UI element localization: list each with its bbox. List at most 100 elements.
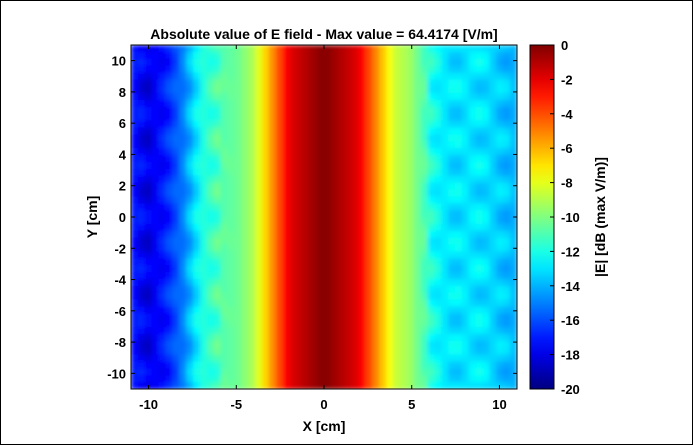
- heatmap-cell: [489, 278, 497, 287]
- heatmap-cell: [427, 347, 435, 356]
- heatmap-cell: [220, 106, 229, 115]
- heatmap-cell: [503, 237, 511, 246]
- heatmap-cell: [510, 79, 517, 87]
- heatmap-cell: [413, 278, 422, 287]
- heatmap-cell: [268, 148, 277, 156]
- heatmap-cell: [454, 113, 463, 122]
- heatmap-cell: [489, 182, 497, 191]
- heatmap-cell: [358, 244, 366, 252]
- heatmap-cell: [392, 306, 401, 314]
- heatmap-cell: [337, 106, 346, 115]
- heatmap-cell: [399, 313, 408, 321]
- heatmap-cell: [351, 100, 360, 108]
- heatmap-cell: [441, 272, 449, 280]
- heatmap-cell: [510, 333, 517, 342]
- heatmap-cell: [330, 168, 339, 177]
- heatmap-cell: [158, 237, 167, 246]
- heatmap-cell: [496, 72, 504, 80]
- heatmap-cell: [372, 313, 380, 321]
- heatmap-cell: [386, 58, 394, 67]
- heatmap-cell: [303, 237, 311, 246]
- heatmap-cell: [372, 320, 380, 328]
- heatmap-cell: [365, 203, 373, 211]
- heatmap-cell: [179, 210, 187, 218]
- heatmap-cell: [310, 148, 318, 156]
- colorbar-tick-label: -18: [561, 348, 580, 363]
- heatmap-cell: [137, 347, 146, 356]
- heatmap-cell: [434, 340, 442, 349]
- heatmap-cell: [261, 182, 270, 191]
- heatmap-cell: [275, 265, 284, 273]
- heatmap-cell: [206, 382, 215, 389]
- heatmap-cell: [386, 251, 394, 259]
- heatmap-cell: [289, 79, 298, 87]
- heatmap-cell: [310, 217, 318, 225]
- heatmap-cell: [510, 278, 517, 287]
- heatmap-cell: [461, 217, 470, 225]
- heatmap-cell: [503, 58, 511, 67]
- heatmap-cell: [420, 217, 428, 225]
- heatmap-cell: [186, 175, 194, 184]
- heatmap-cell: [489, 175, 497, 184]
- heatmap-cell: [227, 237, 235, 246]
- heatmap-cell: [441, 375, 449, 383]
- heatmap-cell: [379, 237, 387, 246]
- heatmap-cell: [475, 86, 484, 94]
- heatmap-cell: [158, 113, 167, 122]
- heatmap-cell: [489, 189, 497, 197]
- heatmap-cell: [199, 313, 208, 321]
- heatmap-cell: [131, 141, 139, 149]
- heatmap-cell: [510, 45, 517, 53]
- heatmap-cell: [248, 368, 256, 376]
- heatmap-cell: [206, 93, 215, 101]
- heatmap-cell: [510, 196, 517, 204]
- heatmap-cell: [303, 148, 311, 156]
- heatmap-cell: [303, 72, 311, 80]
- heatmap-cell: [317, 265, 325, 273]
- heatmap-cell: [330, 120, 339, 129]
- heatmap-cell: [227, 347, 235, 356]
- heatmap-cell: [255, 375, 263, 383]
- heatmap-cell: [151, 237, 160, 246]
- heatmap-cell: [296, 113, 304, 122]
- heatmap-cell: [434, 237, 442, 246]
- heatmap-cell: [475, 127, 484, 136]
- heatmap-cell: [151, 189, 160, 197]
- heatmap-cell: [461, 45, 470, 53]
- heatmap-cell: [131, 292, 139, 301]
- heatmap-cell: [413, 354, 422, 363]
- heatmap-cell: [172, 244, 180, 252]
- heatmap-cell: [475, 210, 484, 218]
- heatmap-cell: [227, 320, 235, 328]
- heatmap-cell: [199, 230, 208, 239]
- heatmap-cell: [179, 258, 187, 266]
- heatmap-cell: [392, 237, 401, 246]
- heatmap-cell: [489, 223, 497, 232]
- heatmap-cell: [268, 340, 277, 349]
- heatmap-cell: [461, 265, 470, 273]
- heatmap-cell: [358, 51, 366, 60]
- heatmap-cell: [482, 306, 491, 314]
- heatmap-cell: [330, 189, 339, 197]
- heatmap-cell: [399, 340, 408, 349]
- heatmap-cell: [503, 189, 511, 197]
- heatmap-cell: [461, 333, 470, 342]
- heatmap-cell: [427, 320, 435, 328]
- heatmap-cell: [261, 354, 270, 363]
- heatmap-cell: [365, 196, 373, 204]
- heatmap-cell: [482, 368, 491, 376]
- heatmap-cell: [510, 168, 517, 177]
- heatmap-cell: [282, 141, 291, 149]
- heatmap-cell: [151, 230, 160, 239]
- heatmap-cell: [303, 258, 311, 266]
- heatmap-cell: [186, 278, 194, 287]
- heatmap-cell: [248, 189, 256, 197]
- heatmap-cell: [179, 333, 187, 342]
- heatmap-cell: [358, 217, 366, 225]
- heatmap-cell: [193, 217, 201, 225]
- heatmap-cell: [193, 251, 201, 259]
- heatmap-cell: [441, 299, 449, 308]
- heatmap-cell: [275, 354, 284, 363]
- heatmap-cell: [324, 230, 332, 239]
- heatmap-cell: [275, 72, 284, 80]
